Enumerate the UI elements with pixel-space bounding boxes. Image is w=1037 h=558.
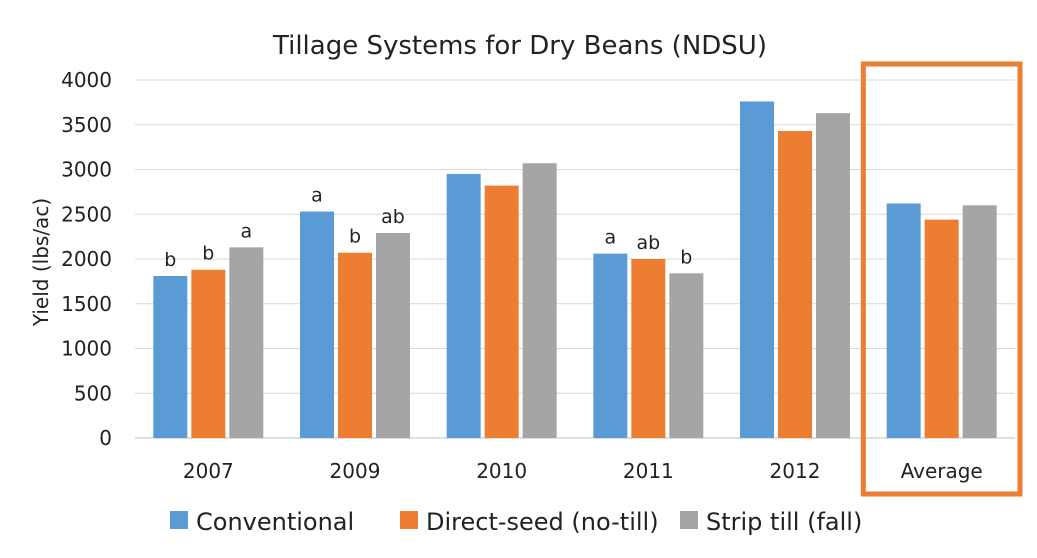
legend-label: Direct-seed (no-till) xyxy=(426,508,659,536)
significance-label: a xyxy=(605,227,617,249)
y-tick-label: 0 xyxy=(99,426,112,450)
legend-label: Conventional xyxy=(196,508,354,536)
y-tick-label: 2500 xyxy=(61,202,112,226)
bar-strip-till-fall--average xyxy=(962,205,997,438)
bar-direct-seed-no-till--2010 xyxy=(484,185,519,438)
legend-swatch xyxy=(680,511,698,529)
bar-conventional-average xyxy=(886,203,921,438)
x-tick-label: 2011 xyxy=(623,459,674,483)
bar-strip-till-fall--2009 xyxy=(376,233,410,438)
significance-label: ab xyxy=(381,206,405,228)
y-axis-label: Yield (lbs/ac) xyxy=(29,198,53,327)
chart-title: Tillage Systems for Dry Beans (NDSU) xyxy=(272,31,767,61)
significance-label: a xyxy=(311,185,323,207)
bar-direct-seed-no-till--2007 xyxy=(191,269,226,438)
y-tick-label: 1000 xyxy=(61,337,112,361)
x-tick-label: 2012 xyxy=(770,459,821,483)
bar-direct-seed-no-till--2011 xyxy=(631,259,666,438)
legend-swatch xyxy=(170,511,188,529)
x-tick-label: Average xyxy=(901,459,983,483)
y-tick-label: 4000 xyxy=(61,68,112,92)
y-tick-label: 500 xyxy=(74,381,112,405)
bar-strip-till-fall--2011 xyxy=(669,273,704,438)
legend: Conventional Direct-seed (no-till) Strip t… xyxy=(170,508,862,536)
bar-direct-seed-no-till--2012 xyxy=(778,131,812,438)
y-tick-label: 1500 xyxy=(61,292,112,316)
x-tick-label: 2010 xyxy=(476,459,527,483)
bar-conventional-2009 xyxy=(300,211,334,438)
legend-swatch xyxy=(400,511,418,529)
x-axis: 2007 2009 2010 2011 2012 Average xyxy=(183,459,983,483)
y-tick-label: 3000 xyxy=(61,158,112,182)
bar-conventional-2011 xyxy=(593,253,628,438)
bar-conventional-2010 xyxy=(446,173,481,438)
y-tick-label: 3500 xyxy=(61,113,112,137)
x-tick-label: 2009 xyxy=(330,459,381,483)
bar-direct-seed-no-till--average xyxy=(924,219,959,438)
significance-label: b xyxy=(349,226,361,248)
highlight-box-group xyxy=(860,61,1023,497)
bar-strip-till-fall--2007 xyxy=(229,247,264,438)
bar-conventional-2007 xyxy=(153,276,188,438)
bar-strip-till-fall--2012 xyxy=(816,113,850,439)
significance-label: b xyxy=(202,243,214,265)
average-highlight-box xyxy=(860,61,1023,497)
bar-conventional-2012 xyxy=(740,101,774,438)
bar-direct-seed-no-till--2009 xyxy=(338,252,372,438)
significance-label: b xyxy=(680,246,692,268)
significance-label: a xyxy=(241,220,253,242)
legend-label: Strip till (fall) xyxy=(706,508,862,536)
x-tick-label: 2007 xyxy=(183,459,234,483)
bar-strip-till-fall--2010 xyxy=(522,163,557,439)
y-axis: 0 500 1000 1500 2000 2500 3000 3500 4000 xyxy=(61,68,112,450)
significance-label: ab xyxy=(636,232,660,254)
significance-label: b xyxy=(164,249,176,271)
y-tick-label: 2000 xyxy=(61,247,112,271)
grid xyxy=(135,79,1015,439)
